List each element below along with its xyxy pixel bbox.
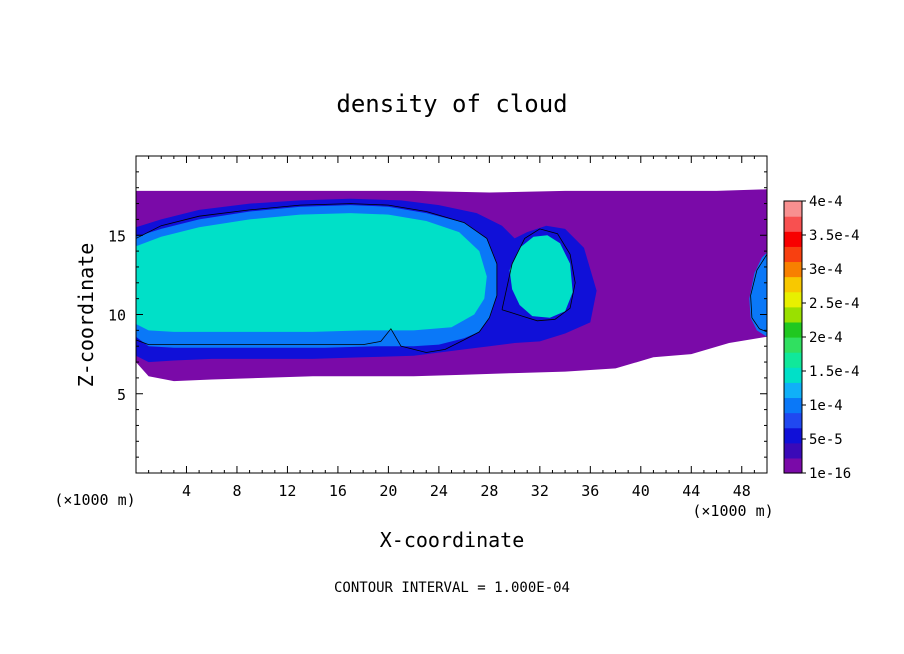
y-axis-label: Z-coordinate [74,243,98,388]
x-tick-label: 44 [682,482,700,500]
colorbar-label: 5e-5 [809,432,843,448]
colorbar-swatch [784,321,802,338]
x-axis-unit: (×1000 m) [692,502,773,520]
contour-1e-4-right [750,254,767,333]
x-tick-label: 32 [531,482,549,500]
colorbar-label: 1e-16 [809,466,851,482]
colorbar-label: 3.5e-4 [809,228,860,244]
colorbar-swatch [784,216,802,232]
y-axis-ticks: 5 10 15 [108,155,767,474]
x-tick-label: 16 [329,482,347,500]
x-tick-label: 12 [278,482,296,500]
colorbar-swatch [784,261,802,278]
region-secondary-tower [509,235,573,318]
contour-lines [136,203,767,353]
colorbar-swatch [784,457,802,474]
colorbar-swatch [784,382,802,399]
colorbar-swatch [784,427,802,444]
colorbar-swatch [784,291,802,308]
colorbar-label: 1e-4 [809,398,843,414]
x-tick-label: 8 [232,482,241,500]
colorbar-swatch [784,442,802,459]
x-tick-label: 24 [430,482,448,500]
chart-title: density of cloud [336,90,567,118]
colorbar-swatch [784,276,802,293]
region-green-core [136,213,487,332]
x-axis-label: X-coordinate [380,528,525,552]
colorbar-label: 4e-4 [809,194,843,210]
x-axis-ticks: 4 8 12 16 20 24 28 32 36 40 44 48 [135,156,768,500]
colorbar-label: 2.5e-4 [809,296,860,312]
colorbar-swatch [784,397,802,414]
y-tick-label: 5 [117,386,126,404]
colorbar-swatch [784,246,802,263]
colorbar-swatch [784,201,802,217]
y-tick-label: 10 [108,307,126,325]
x-tick-label: 28 [480,482,498,500]
colorbar-swatch [784,367,802,383]
x-tick-label: 36 [581,482,599,500]
colorbar-swatch [784,231,802,247]
contour-1e-4-tower [501,228,576,322]
contour-1e-4-main [136,203,498,353]
colorbar-label: 1.5e-4 [809,364,860,380]
colorbar-swatch [784,337,802,353]
colorbar-legend: 1e-16 5e-5 1e-4 1.5e-4 2e-4 2.5e-4 3e-4 3.5e-4 4… [783,194,860,482]
colorbar-swatch [784,412,802,429]
region-right-edge-cell [749,252,767,337]
colorbar-label: 2e-4 [809,330,843,346]
colorbar-label: 3e-4 [809,262,843,278]
contour-interval-note: CONTOUR INTERVAL = 1.000E-04 [334,580,570,596]
density-field [136,189,767,382]
y-tick-label: 15 [108,227,126,245]
x-tick-label: 40 [632,482,650,500]
x-tick-label: 48 [733,482,751,500]
x-tick-label: 4 [182,482,191,500]
y-axis-unit: (×1000 m) [54,491,135,509]
x-tick-label: 20 [379,482,397,500]
colorbar-swatch [784,352,802,368]
colorbar-swatch [784,306,802,323]
